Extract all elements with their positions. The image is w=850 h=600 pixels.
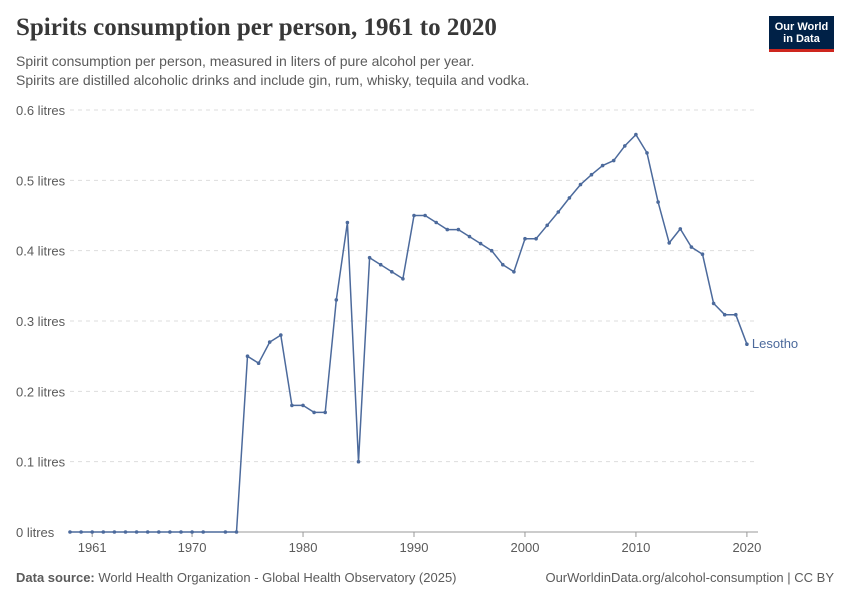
y-tick-label: 0.5 litres <box>16 173 66 188</box>
data-point[interactable] <box>334 298 339 302</box>
data-point[interactable] <box>656 200 660 204</box>
data-point[interactable] <box>412 213 416 218</box>
data-point[interactable] <box>478 241 483 246</box>
data-point[interactable] <box>434 220 439 225</box>
data-point[interactable] <box>323 410 328 415</box>
y-tick-label: 0.6 litres <box>16 103 66 118</box>
y-tick-label: 0 litres <box>16 525 55 540</box>
data-point[interactable] <box>501 262 505 267</box>
x-tick-label: 1961 <box>78 540 107 555</box>
y-tick-label: 0.3 litres <box>16 314 66 329</box>
data-point[interactable] <box>512 270 516 274</box>
series-label: Lesotho <box>752 336 798 351</box>
data-point[interactable] <box>745 342 749 347</box>
logo-line-2: in Data <box>783 33 820 45</box>
x-tick-label: 1990 <box>400 540 429 555</box>
data-point[interactable] <box>467 234 472 239</box>
data-point[interactable] <box>678 227 683 231</box>
data-point[interactable] <box>711 301 716 306</box>
data-point[interactable] <box>667 241 671 245</box>
data-point[interactable] <box>589 172 594 177</box>
data-point[interactable] <box>523 236 527 241</box>
data-point[interactable] <box>234 530 239 534</box>
y-tick-label: 0.2 litres <box>16 384 66 399</box>
data-point[interactable] <box>279 333 283 337</box>
data-point[interactable] <box>301 403 305 408</box>
data-point[interactable] <box>600 163 605 168</box>
subtitle-line-1: Spirit consumption per person, measured … <box>16 53 475 69</box>
data-point[interactable] <box>190 530 194 534</box>
data-point[interactable] <box>157 530 161 534</box>
data-point[interactable] <box>267 340 272 344</box>
data-point[interactable] <box>68 530 72 534</box>
series-layer: Lesotho <box>68 132 798 534</box>
data-point[interactable] <box>312 410 316 415</box>
data-point[interactable] <box>456 227 461 232</box>
data-point[interactable] <box>390 270 394 274</box>
data-point[interactable] <box>201 530 205 534</box>
y-axis-ticks: 0 litres 0.1 litres 0.2 litres 0.3 litres 0.… <box>16 103 66 540</box>
data-point[interactable] <box>545 223 549 228</box>
data-point[interactable] <box>290 403 294 408</box>
data-point[interactable] <box>645 151 649 155</box>
data-point[interactable] <box>623 144 627 148</box>
data-point[interactable] <box>567 196 572 200</box>
subtitle-line-2: Spirits are distilled alcoholic drinks a… <box>16 72 530 88</box>
series-line-lesotho <box>70 133 748 533</box>
x-axis-ticks: 1961 1970 1980 1990 2000 2010 2020 <box>78 532 761 555</box>
data-point[interactable] <box>734 312 738 317</box>
data-point[interactable] <box>489 248 494 253</box>
data-point[interactable] <box>145 530 150 534</box>
owid-logo[interactable]: Our World in Data <box>769 16 834 52</box>
logo-line-1: Our World <box>774 21 829 33</box>
data-point[interactable] <box>700 252 705 256</box>
data-point[interactable] <box>401 277 405 281</box>
x-tick-label: 2010 <box>621 540 650 555</box>
data-point[interactable] <box>112 530 117 534</box>
data-point[interactable] <box>611 158 616 163</box>
data-point[interactable] <box>722 312 727 317</box>
y-tick-label: 0.4 litres <box>16 244 66 259</box>
chart-subtitle: Spirit consumption per person, measured … <box>16 52 529 90</box>
data-point[interactable] <box>367 255 372 260</box>
data-point[interactable] <box>556 210 561 214</box>
data-point[interactable] <box>134 530 139 534</box>
data-point[interactable] <box>423 213 427 218</box>
data-point[interactable] <box>534 236 538 241</box>
x-tick-label: 1980 <box>289 540 318 555</box>
data-point[interactable] <box>101 530 106 534</box>
data-source: Data source: World Health Organization -… <box>16 570 457 585</box>
chart-title: Spirits consumption per person, 1961 to … <box>16 14 497 41</box>
data-point[interactable] <box>179 530 183 534</box>
data-point[interactable] <box>79 530 83 534</box>
x-tick-label: 2020 <box>732 540 761 555</box>
data-source-label: Data source: <box>16 570 95 585</box>
data-point[interactable] <box>256 361 261 366</box>
x-tick-label: 1970 <box>178 540 207 555</box>
data-point[interactable] <box>378 262 383 267</box>
credit-link[interactable]: OurWorldinData.org/alcohol-consumption |… <box>545 570 834 585</box>
data-point[interactable] <box>689 245 694 249</box>
x-tick-label: 2000 <box>511 540 540 555</box>
data-point[interactable] <box>245 354 250 359</box>
data-point[interactable] <box>634 132 638 137</box>
data-point[interactable] <box>223 530 228 534</box>
data-point[interactable] <box>168 530 172 534</box>
grid-layer <box>70 109 758 533</box>
data-point[interactable] <box>345 220 350 225</box>
data-point[interactable] <box>123 530 128 534</box>
y-tick-label: 0.1 litres <box>16 455 66 470</box>
data-point[interactable] <box>356 459 361 464</box>
data-point[interactable] <box>578 182 583 187</box>
data-point[interactable] <box>90 530 94 534</box>
data-source-text: World Health Organization - Global Healt… <box>94 570 457 585</box>
data-point[interactable] <box>445 227 450 232</box>
